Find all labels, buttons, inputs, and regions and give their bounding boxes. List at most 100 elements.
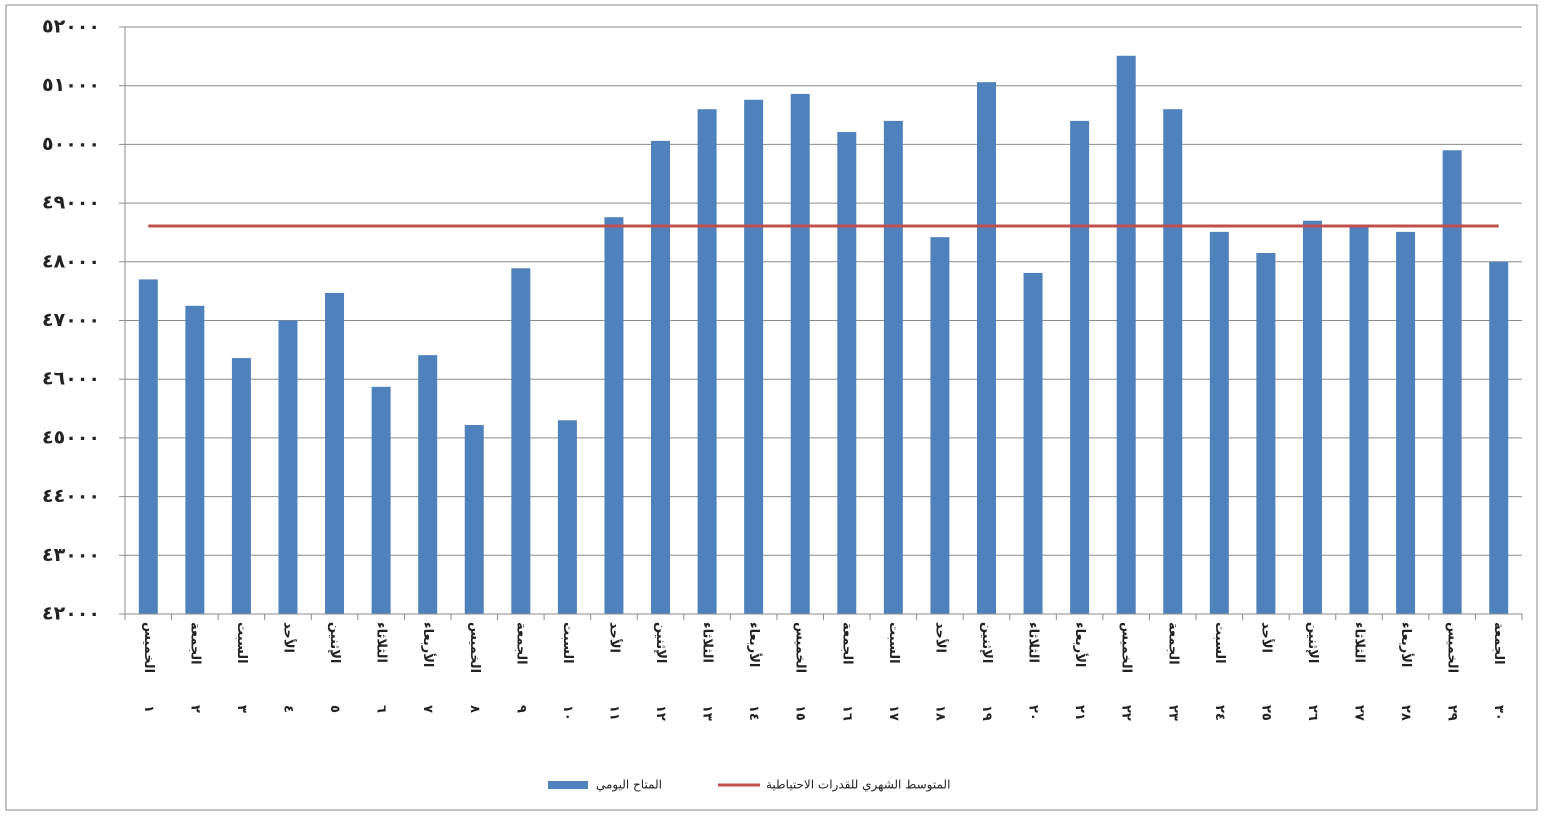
day-number: ٢١ — [1072, 705, 1087, 721]
day-number: ٩ — [513, 705, 528, 713]
day-number: ٢٦ — [1305, 705, 1320, 721]
y-tick-label: ٥١٠٠٠ — [42, 74, 100, 96]
day-number: ١٥ — [793, 705, 808, 721]
bar — [1442, 150, 1462, 614]
bar — [511, 268, 531, 614]
day-number: ٤ — [280, 705, 295, 713]
chart-border — [5, 4, 1538, 811]
day-number: ١٨ — [932, 705, 947, 721]
x-tick-label: الأربعاء — [1072, 622, 1089, 667]
y-tick-label: ٤٥٠٠٠ — [42, 426, 100, 448]
day-number: ٢٢ — [1119, 705, 1134, 721]
bar — [1256, 252, 1276, 614]
day-number: ٢ — [187, 705, 202, 713]
x-tick-label: الجمعة — [1491, 622, 1506, 665]
day-number: ٢٨ — [1398, 705, 1413, 721]
x-tick-label: الجمعة — [1165, 622, 1180, 665]
bar — [418, 355, 438, 614]
bar — [557, 420, 577, 614]
day-number: ٢٥ — [1258, 705, 1273, 721]
bar — [1163, 109, 1183, 615]
y-tick-label: ٤٢٠٠٠ — [42, 603, 100, 625]
x-tick-label: السبت — [1212, 622, 1227, 664]
day-number: ٨ — [467, 705, 482, 713]
y-tick-label: ٤٨٠٠٠ — [42, 250, 100, 272]
day-number: ٢٣ — [1165, 705, 1180, 721]
bar — [231, 358, 251, 614]
x-tick-label: الأحد — [932, 622, 949, 653]
bar — [651, 140, 671, 615]
x-tick-label: الخميس — [141, 622, 156, 673]
day-number: ٧ — [420, 705, 435, 713]
x-tick-label: السبت — [886, 622, 901, 664]
x-tick-label: الأحد — [1258, 622, 1275, 653]
bar — [1396, 231, 1416, 614]
y-tick-label: ٤٩٠٠٠ — [42, 192, 100, 214]
bar — [325, 292, 345, 614]
day-number: ١٣ — [700, 705, 715, 721]
x-tick-label: الثلاثاء — [700, 622, 715, 663]
bar — [930, 237, 950, 614]
day-number: ٦ — [374, 705, 389, 713]
bar — [744, 99, 764, 614]
y-tick-label: ٥٢٠٠٠ — [42, 16, 100, 38]
legend-swatch — [548, 781, 588, 789]
x-tick-label: الأربعاء — [1398, 622, 1415, 667]
bar — [185, 305, 205, 614]
bar — [604, 217, 624, 615]
bar — [1116, 55, 1136, 614]
bar — [278, 320, 298, 614]
bar — [1070, 120, 1090, 615]
bar — [697, 109, 717, 615]
y-tick-label: ٤٦٠٠٠ — [42, 368, 100, 390]
bar — [138, 279, 158, 614]
day-number: ٣٠ — [1491, 705, 1506, 721]
day-number: ١٢ — [653, 705, 668, 721]
x-tick-label: الإثنين — [327, 622, 342, 663]
x-tick-label: الأحد — [606, 622, 623, 653]
bar — [464, 424, 484, 614]
bar — [883, 120, 903, 615]
y-tick-label: ٤٣٠٠٠ — [42, 544, 100, 566]
bar — [1349, 227, 1369, 615]
day-number: ٢٩ — [1445, 705, 1460, 721]
y-tick-label: ٤٧٠٠٠ — [42, 309, 100, 331]
x-tick-label: الجمعة — [839, 622, 854, 665]
bar — [837, 132, 857, 614]
day-number: ٢٠ — [1026, 705, 1041, 721]
x-tick-label: الإثنين — [653, 622, 668, 663]
x-tick-label: الجمعة — [187, 622, 202, 665]
x-tick-label: السبت — [560, 622, 575, 664]
x-tick-label: الأربعاء — [746, 622, 763, 667]
day-number: ١٤ — [746, 705, 761, 721]
x-tick-label: الإثنين — [1305, 622, 1320, 663]
x-tick-label: الثلاثاء — [374, 622, 389, 663]
y-tick-label: ٤٤٠٠٠ — [42, 485, 100, 507]
bar — [1023, 272, 1043, 614]
day-number: ١٧ — [886, 705, 901, 721]
day-number: ١٠ — [560, 705, 575, 721]
bar — [371, 386, 391, 614]
day-number: ٥ — [327, 705, 342, 713]
day-number: ٣ — [234, 705, 249, 713]
legend-label: المتاح اليومي — [596, 778, 662, 793]
x-tick-label: الخميس — [1119, 622, 1134, 673]
x-tick-label: السبت — [234, 622, 249, 664]
bar — [1302, 220, 1322, 614]
x-tick-label: الثلاثاء — [1026, 622, 1041, 663]
day-number: ٢٤ — [1212, 705, 1227, 721]
x-tick-label: الأحد — [280, 622, 297, 653]
day-number: ١١ — [606, 705, 621, 721]
day-number: ١٦ — [839, 705, 854, 721]
bar — [1209, 231, 1229, 614]
bar — [976, 82, 996, 615]
x-tick-label: الخميس — [1445, 622, 1460, 673]
legend-label: المتوسط الشهري للقدرات الاحتياطية — [766, 778, 950, 793]
x-tick-label: الجمعة — [513, 622, 528, 665]
x-tick-label: الخميس — [793, 622, 808, 673]
y-tick-label: ٥٠٠٠٠ — [42, 133, 100, 155]
day-number: ١ — [141, 705, 156, 713]
x-tick-label: الإثنين — [979, 622, 994, 663]
